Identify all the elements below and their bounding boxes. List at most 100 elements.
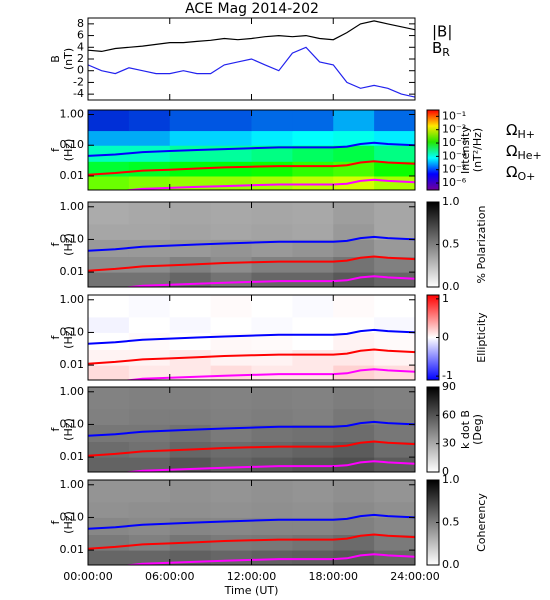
y-axis-label: (Hz) xyxy=(62,326,75,349)
spectrogram-cell xyxy=(128,365,171,381)
spectrogram-cell xyxy=(210,480,252,503)
colorbar-tick-label: 90 xyxy=(442,380,456,393)
spectrogram-cell xyxy=(292,223,334,240)
colorbar-label: (nT²/Hz) xyxy=(471,128,484,172)
spectrogram-cell xyxy=(128,501,171,518)
spectrogram-cell xyxy=(374,256,416,273)
spectrogram-cell xyxy=(169,130,212,146)
colorbar-label: Coherency xyxy=(475,493,488,552)
spectrogram-cell xyxy=(210,441,252,458)
spectrogram-cell xyxy=(210,408,252,425)
y-tick-label: 1.00 xyxy=(60,293,85,306)
spectrogram-cell xyxy=(210,349,252,366)
spectrogram-cell xyxy=(251,457,293,473)
spectrogram-cell xyxy=(210,534,252,551)
spectrogram-cell xyxy=(333,480,375,503)
spectrogram-cell xyxy=(210,387,252,410)
y-tick-label: 6 xyxy=(77,29,84,42)
gyrofrequency-label-main: Ω xyxy=(506,142,517,160)
spectrogram-cell xyxy=(374,441,416,458)
y-tick-label: 0.01 xyxy=(60,169,85,182)
spectrogram-cell xyxy=(374,408,416,425)
spectrogram-cell xyxy=(251,365,293,381)
spectrogram-cell xyxy=(169,239,212,258)
spectrogram-cell xyxy=(292,256,334,273)
y-axis-label: f xyxy=(49,147,62,152)
spectrogram-cell xyxy=(210,457,252,473)
spectrogram-cell xyxy=(210,365,252,381)
colorbar-label: k dot B xyxy=(459,410,472,449)
spectrogram-cell xyxy=(333,223,375,240)
spectrogram-cell xyxy=(210,501,252,518)
spectrogram-cell xyxy=(128,550,171,566)
y-tick-label: 0.01 xyxy=(60,543,85,556)
y-tick-label: 0.10 xyxy=(60,510,85,523)
spectrogram-cell xyxy=(292,457,334,473)
spectrogram-cell xyxy=(88,175,130,191)
colorbar-tick-label: 10⁻² xyxy=(442,123,466,136)
spectrogram-cell xyxy=(251,349,293,366)
y-tick-label: 0 xyxy=(77,64,84,77)
spectrogram-cell xyxy=(251,408,293,425)
spectrogram-cell xyxy=(292,441,334,458)
spectrogram-cell xyxy=(210,550,252,566)
y-axis-label: f xyxy=(49,519,62,524)
y-tick-label: 0.10 xyxy=(60,325,85,338)
spectrogram-cell xyxy=(374,161,416,177)
spectrogram-cell xyxy=(128,332,171,351)
gyrofrequency-line xyxy=(121,178,415,190)
spectrogram-cell xyxy=(169,223,212,240)
spectrogram-cell xyxy=(128,295,171,318)
y-tick-label: 0.01 xyxy=(60,358,85,371)
y-tick-label: 0.10 xyxy=(60,138,85,151)
gyrofrequency-label-main: Ω xyxy=(506,163,517,181)
y-tick-label: 0.10 xyxy=(60,417,85,430)
spectrogram-cell xyxy=(333,110,375,132)
gyrofrequency-label: ΩHe+ xyxy=(506,142,542,163)
spectrogram-cell xyxy=(333,145,375,162)
spectrogram-cell xyxy=(251,550,293,566)
spectrogram-cell xyxy=(333,517,375,536)
y-axis-label: (Hz) xyxy=(62,418,75,441)
gyrofrequency-line xyxy=(88,513,415,530)
spectrogram-cell xyxy=(374,110,416,132)
x-tick-label: 24:00:00 xyxy=(390,570,439,583)
spectrogram-cell xyxy=(374,501,416,518)
colorbar-label: % Polarization xyxy=(475,206,488,284)
spectrogram-cell xyxy=(374,202,416,225)
spectrogram-cell xyxy=(374,175,416,191)
spectrogram-cell xyxy=(251,387,293,410)
spectrogram-cell xyxy=(374,332,416,351)
gyrofrequency-line xyxy=(88,235,415,252)
y-tick-label: 8 xyxy=(77,17,84,30)
x-tick-label: 00:00:00 xyxy=(63,570,112,583)
spectrogram-cell xyxy=(374,295,416,318)
colorbar-label: Intensity xyxy=(459,126,472,174)
spectrogram-cell xyxy=(292,272,334,288)
y-axis-label: B xyxy=(49,55,62,63)
spectrogram-cell xyxy=(128,534,171,551)
gyrofrequency-label: ΩO+ xyxy=(506,163,535,184)
colorbar xyxy=(426,109,440,191)
gyrofrequency-line xyxy=(88,420,415,437)
gyrofrequency-line xyxy=(121,275,415,287)
spectrogram-cell xyxy=(374,517,416,536)
spectrogram-cell xyxy=(88,272,130,288)
line xyxy=(88,46,415,98)
spectrogram-cell xyxy=(88,110,130,132)
legend-label: BR xyxy=(432,39,450,60)
y-axis-label: f xyxy=(49,334,62,339)
spectrogram-cell xyxy=(88,550,130,566)
spectrogram-cell xyxy=(251,517,293,536)
spectrogram-cell xyxy=(333,332,375,351)
spectrogram-cell xyxy=(210,161,252,177)
y-tick-label: 0.01 xyxy=(60,265,85,278)
colorbar-label: (Deg) xyxy=(471,414,484,445)
spectrogram-cell xyxy=(292,349,334,366)
spectrogram-cell xyxy=(251,316,293,333)
spectrogram-cell xyxy=(374,145,416,162)
spectrogram-cell xyxy=(169,332,212,351)
spectrogram-cell xyxy=(292,110,334,132)
spectrogram-cell xyxy=(128,480,171,503)
